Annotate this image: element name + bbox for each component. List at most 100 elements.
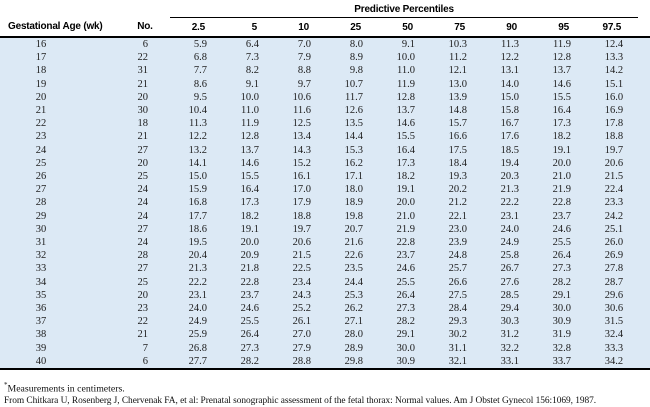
percentile-cell: 29.8 — [344, 355, 363, 367]
percentile-cell: 6.8 — [193, 52, 207, 64]
count-cell: 23 — [137, 303, 149, 315]
percentile-cell: 20.3 — [500, 171, 519, 183]
percentile-cell: 10.0 — [396, 52, 415, 64]
gestational-age-cell: 31 — [35, 237, 47, 249]
percentile-cell: 17.8 — [604, 118, 624, 130]
percentile-cell: 12.2 — [500, 52, 519, 64]
percentile-cell: 26.9 — [604, 250, 624, 262]
percentile-cell: 21.9 — [396, 223, 415, 235]
percentile-cell: 32.8 — [552, 342, 571, 354]
column-header-gestational-age: Gestational Age (wk) — [0, 17, 120, 38]
percentile-cell: 13.7 — [396, 105, 415, 117]
percentile-cell: 13.7 — [240, 144, 259, 156]
percentile-cell: 23.4 — [292, 276, 311, 288]
percentile-cell: 24.0 — [188, 303, 207, 315]
count-cell: 21 — [137, 78, 149, 90]
percentile-cell: 21.8 — [240, 263, 259, 275]
column-header-p5: 5 — [222, 17, 274, 38]
percentile-cell: 32.2 — [500, 342, 519, 354]
count-cell: 22 — [137, 316, 149, 328]
percentile-cell: 15.3 — [344, 144, 363, 156]
percentile-cell: 12.6 — [344, 105, 363, 117]
gestational-age-cell: 40 — [35, 355, 47, 367]
percentile-cell: 28.2 — [396, 316, 415, 328]
table-row: 30 27 18.6 19.1 19.7 20.7 21.9 23.0 24.0 24.6 25.1 — [0, 223, 650, 236]
footnotes: *Measurements in centimeters. From Chitk… — [0, 370, 650, 407]
percentile-cell: 22.6 — [344, 250, 363, 262]
percentile-cell: 25.1 — [604, 223, 624, 235]
percentile-cell: 8.9 — [349, 52, 363, 64]
count-cell: 24 — [137, 210, 149, 222]
gestational-age-cell: 33 — [35, 263, 47, 275]
count-cell: 24 — [137, 237, 149, 249]
percentile-cell: 17.9 — [292, 197, 311, 209]
gestational-age-cell: 16 — [35, 39, 47, 50]
gestational-age-cell: 22 — [35, 118, 47, 130]
table-row: 27 24 15.9 16.4 17.0 18.0 19.1 20.2 21.3 21.9 22.4 — [0, 183, 650, 196]
gestational-age-cell: 38 — [35, 329, 47, 341]
gestational-age-cell: 39 — [35, 342, 47, 354]
percentile-cell: 21.0 — [552, 171, 571, 183]
percentile-cell: 11.0 — [397, 65, 415, 77]
group-header-spacer — [0, 0, 170, 18]
table-row: 37 22 24.9 25.5 26.1 27.1 28.2 29.3 30.3 30.9 31.5 — [0, 315, 650, 328]
percentile-cell: 15.0 — [188, 171, 207, 183]
table-row: 21 30 10.4 11.0 11.6 12.6 13.7 14.8 15.8 16.4 16.9 — [0, 104, 650, 117]
percentile-cell: 16.1 — [292, 171, 311, 183]
percentile-cell: 25.7 — [448, 263, 467, 275]
percentile-cell: 30.9 — [396, 355, 415, 367]
percentile-cell: 13.4 — [292, 131, 311, 143]
column-header-p10: 10 — [274, 17, 326, 38]
percentile-cell: 23.5 — [344, 263, 363, 275]
percentile-cell: 10.6 — [292, 91, 311, 103]
spacer-cell — [638, 276, 650, 289]
percentile-cell: 14.1 — [188, 157, 207, 169]
gestational-age-cell: 27 — [35, 184, 47, 196]
column-header-p95: 95 — [534, 17, 586, 38]
percentile-cell: 16.0 — [604, 91, 624, 103]
percentile-cell: 22.2 — [188, 276, 207, 288]
percentile-cell: 33.3 — [604, 342, 624, 354]
percentile-cell: 25.5 — [552, 237, 571, 249]
percentile-cell: 12.4 — [604, 39, 624, 50]
percentile-cell: 22.8 — [240, 276, 259, 288]
percentile-cell: 21.3 — [500, 184, 519, 196]
percentile-cell: 14.6 — [240, 157, 259, 169]
table-body: 16 6 5.9 6.4 7.0 8.0 9.1 10.3 11.3 11.9 12.4 17 22 6.… — [0, 37, 650, 370]
percentile-cell: 20.7 — [344, 223, 363, 235]
spacer-cell — [638, 37, 650, 51]
percentile-cell: 27.3 — [552, 263, 571, 275]
percentile-cell: 18.8 — [604, 131, 624, 143]
gestational-age-cell: 21 — [35, 105, 47, 117]
percentile-cell: 16.4 — [396, 144, 415, 156]
percentile-cell: 18.9 — [344, 197, 363, 209]
percentile-cell: 26.2 — [344, 303, 363, 315]
percentile-cell: 24.9 — [500, 237, 519, 249]
spacer-cell — [638, 210, 650, 223]
percentile-cell: 18.0 — [344, 184, 363, 196]
percentile-cell: 26.4 — [552, 250, 571, 262]
percentile-cell: 7.0 — [297, 39, 311, 50]
count-cell: 24 — [137, 184, 149, 196]
percentile-cell: 11.2 — [449, 52, 467, 64]
percentile-cell: 16.9 — [604, 105, 624, 117]
percentile-cell: 25.5 — [240, 316, 259, 328]
percentile-cell: 17.1 — [344, 171, 363, 183]
percentile-cell: 25.3 — [344, 289, 363, 301]
percentile-cell: 29.1 — [552, 289, 571, 301]
footnote-measurements: *Measurements in centimeters. — [4, 379, 650, 395]
percentile-cell: 15.5 — [552, 91, 571, 103]
percentile-cell: 28.2 — [552, 276, 571, 288]
percentile-cell: 30.0 — [396, 342, 415, 354]
percentile-cell: 14.8 — [448, 105, 467, 117]
footnote-measurements-text: Measurements in centimeters. — [7, 383, 125, 395]
spacer-cell — [638, 328, 650, 341]
spacer-cell — [638, 262, 650, 275]
percentile-cell: 23.1 — [188, 289, 207, 301]
table-row: 25 20 14.1 14.6 15.2 16.2 17.3 18.4 19.4 20.0 20.6 — [0, 157, 650, 170]
percentile-cell: 22.2 — [500, 197, 519, 209]
percentile-cell: 11.3 — [501, 39, 519, 50]
count-cell: 25 — [137, 171, 149, 183]
spacer-cell — [638, 51, 650, 64]
percentile-cell: 18.2 — [396, 171, 415, 183]
